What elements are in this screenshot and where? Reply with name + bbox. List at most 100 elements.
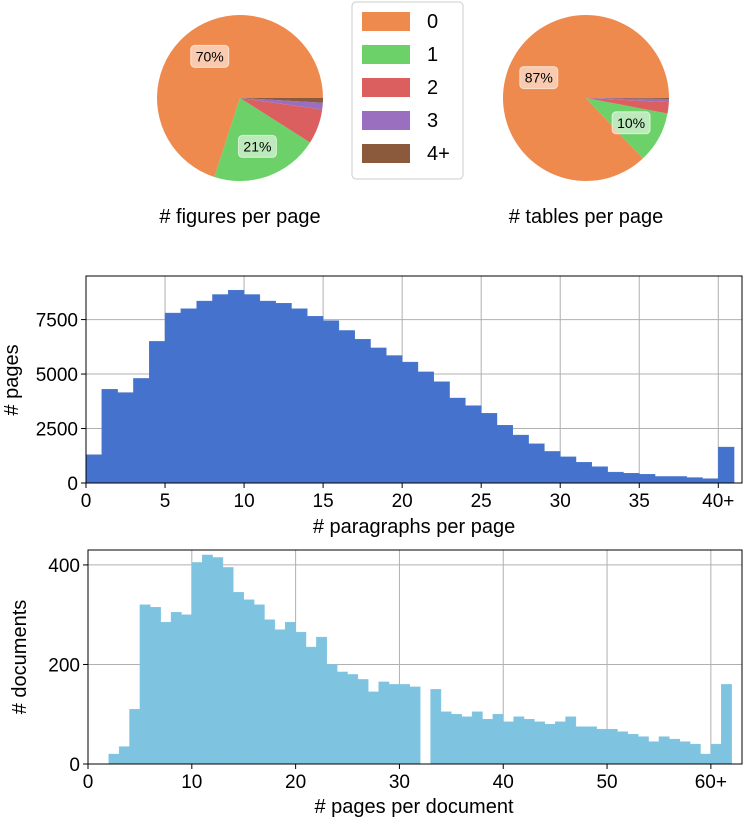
h1-bar [196, 300, 213, 484]
h1-xtick-label: 40+ [702, 491, 734, 512]
h2-bar [399, 684, 411, 765]
pie2-slice-3 [586, 98, 669, 103]
h1-bar [370, 347, 387, 484]
legend-label-0: 0 [427, 11, 438, 33]
h1-bar [322, 320, 340, 484]
h1-ylabel: # pages [1, 344, 23, 415]
h2-ytick-label: 200 [48, 655, 80, 676]
h2-bar [648, 741, 660, 765]
h2-bar [264, 619, 276, 765]
h2-bar [721, 684, 732, 765]
h2-bar [627, 733, 639, 765]
pie-tables-xlabel: # tables per page [509, 206, 664, 228]
pie1-slice-4plus [240, 98, 323, 103]
h1-bar [575, 462, 593, 484]
h1-xtick-label: 20 [392, 491, 413, 512]
h1-bars [85, 289, 735, 484]
h2-bar [565, 716, 577, 765]
pie2-slice-2 [586, 98, 669, 114]
h1-bar [623, 472, 640, 484]
h1-xtick-label: 35 [629, 491, 650, 512]
legend-swatch-4plus [362, 144, 410, 163]
h2-bar [336, 671, 348, 765]
h2-bar [233, 592, 244, 765]
h2-bar [139, 604, 151, 765]
h1-bar [718, 446, 735, 484]
h2-bar [368, 691, 379, 765]
h1-bar [259, 300, 276, 484]
h2-axes-frame [87, 549, 743, 765]
h2-ticks: 0 10 20 30 40 50 60+ 0 200 400 [48, 556, 727, 793]
h1-bar [496, 425, 513, 484]
h2-bar [378, 681, 390, 765]
pie1-pct-label-1: 21% [243, 138, 271, 154]
h2-bar [637, 736, 649, 765]
h2-xtick-label: 0 [83, 772, 94, 793]
h2-bar [129, 709, 141, 765]
h2-bar [586, 726, 597, 765]
h1-bar [386, 355, 403, 484]
h2-bar [430, 689, 442, 765]
h1-xlabel: # paragraphs per page [313, 516, 515, 538]
h1-bar [433, 381, 450, 484]
h1-bar [686, 477, 703, 484]
h2-bar [523, 719, 535, 765]
h2-xtick-label: 50 [596, 772, 617, 793]
h2-xtick-label: 30 [389, 772, 410, 793]
h2-bar [617, 731, 629, 765]
h2-bar [347, 674, 359, 765]
pie2-slice-0 [503, 14, 669, 181]
h2-bar [658, 736, 670, 765]
pie-figures-per-page: 70% 21% [156, 15, 323, 182]
h1-bar [544, 451, 561, 484]
h1-bar [275, 303, 292, 484]
h2-bar [440, 711, 452, 765]
h2-bar [700, 753, 712, 765]
h2-bar [253, 604, 265, 765]
h2-bar [316, 636, 327, 765]
h1-ytick-label: 2500 [36, 420, 78, 441]
h1-bar [417, 371, 434, 484]
h2-bar [606, 728, 618, 765]
h2-bar [679, 741, 691, 765]
pie-tables-per-page: 87% 10% [503, 14, 669, 181]
h2-bar [305, 646, 317, 765]
h2-ytick-label: 400 [48, 556, 80, 577]
legend-swatch-0 [362, 12, 410, 31]
h1-xtick-label: 5 [160, 491, 171, 512]
h2-bar [201, 554, 213, 765]
h1-ytick-label: 0 [67, 474, 78, 495]
h2-bar [222, 567, 234, 765]
h2-bar [554, 721, 566, 765]
h2-bar [285, 621, 296, 765]
pie1-pct-label-0: 70% [196, 48, 224, 64]
h1-axes-frame [85, 275, 743, 484]
pie1-slice-3 [240, 98, 323, 110]
h1-bar [560, 456, 577, 484]
h1-bar [401, 361, 419, 484]
h1-bar [338, 330, 355, 484]
h2-xlabel: # pages per document [314, 796, 513, 818]
pie2-pct-box-1 [611, 111, 651, 135]
h2-bar [326, 664, 338, 765]
legend-swatch-2 [362, 78, 410, 97]
h2-ytick-label: 0 [69, 755, 80, 776]
h1-bar [307, 316, 324, 484]
h2-bar [108, 753, 120, 765]
h1-bar [480, 413, 498, 484]
h1-ytick-label: 7500 [36, 311, 78, 332]
h2-bar [118, 746, 130, 765]
h2-xtick-label: 20 [285, 772, 306, 793]
h1-xtick-label: 0 [81, 491, 92, 512]
h1-bar [164, 312, 182, 484]
h2-bar [689, 743, 701, 765]
h1-bar [117, 392, 134, 484]
pie2-slice-4plus [586, 98, 669, 100]
h1-bar [291, 308, 308, 484]
h1-ticks: 0 5 10 15 20 25 30 35 40+ 0 2500 5000 7500 [36, 311, 735, 512]
h1-bar [180, 308, 197, 484]
h1-bar [101, 389, 118, 484]
pie2-pct-label-0: 87% [525, 70, 553, 86]
pie-figures-xlabel: # figures per page [159, 206, 320, 228]
pie2-pct-box-0 [519, 66, 559, 90]
